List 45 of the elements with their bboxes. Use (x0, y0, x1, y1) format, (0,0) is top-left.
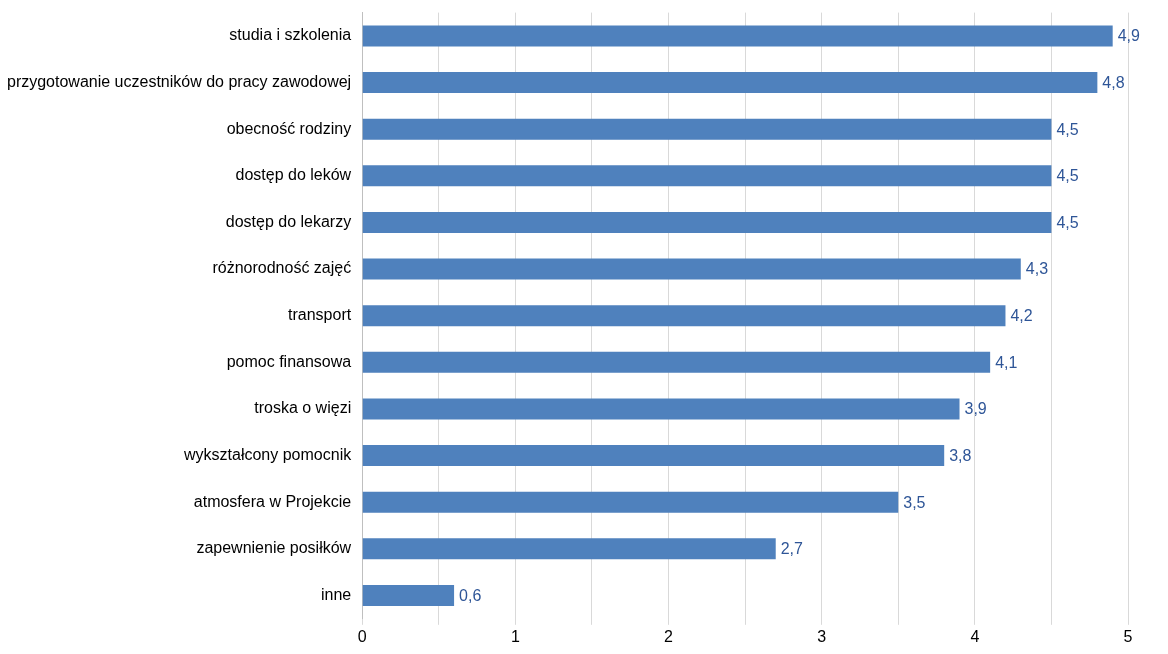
data-label: 0,6 (459, 586, 482, 604)
bar (362, 25, 1113, 47)
y-tick-label: zapewnienie posiłków (196, 539, 352, 557)
x-tick-label: 4 (970, 627, 980, 645)
bar (362, 584, 455, 606)
data-label: 4,5 (1056, 167, 1079, 185)
y-tick-label: dostęp do leków (235, 166, 352, 184)
data-label: 3,5 (903, 493, 926, 511)
y-tick-label: różnorodność zajęć (212, 259, 352, 277)
bar (362, 445, 945, 467)
bar (362, 258, 1021, 280)
data-label: 4,1 (995, 353, 1018, 371)
data-label: 3,8 (949, 447, 972, 464)
bar (362, 305, 1006, 327)
x-tick-label: 2 (664, 627, 674, 645)
bar (362, 165, 1052, 187)
data-label: 4,8 (1102, 73, 1125, 91)
data-label: 4,2 (1010, 307, 1033, 325)
data-label: 4,3 (1025, 260, 1049, 278)
bar (362, 72, 1098, 94)
y-tick-label: troska o więzi (254, 399, 352, 417)
data-label: 2,7 (780, 540, 804, 558)
y-tick-label: inne (320, 585, 352, 603)
y-tick-label: dostęp do lekarzy (225, 212, 352, 230)
data-label: 4,9 (1117, 27, 1141, 45)
bar (362, 491, 899, 513)
y-tick-label: transport (288, 306, 352, 324)
x-tick-label: 0 (357, 627, 367, 645)
bar (362, 538, 776, 560)
y-tick-label: obecność rodziny (226, 119, 352, 137)
y-tick-label: atmosfera w Projekcie (193, 492, 352, 510)
bar (362, 211, 1052, 233)
x-tick-label: 5 (1123, 627, 1133, 645)
x-tick-label: 3 (817, 627, 827, 645)
data-label: 4,5 (1056, 120, 1079, 138)
y-tick-label: pomoc finansowa (226, 352, 352, 370)
data-label: 3,9 (964, 400, 987, 418)
bar (362, 398, 960, 420)
bar (362, 118, 1052, 140)
data-label: 4,5 (1056, 213, 1079, 231)
y-tick-label: studia i szkolenia (229, 26, 352, 44)
y-tick-label: wykształcony pomocnik (183, 446, 353, 463)
x-tick-label: 1 (510, 627, 520, 645)
y-tick-label: przygotowanie uczestników do pracy zawodowej (6, 72, 352, 90)
bar (362, 351, 991, 373)
